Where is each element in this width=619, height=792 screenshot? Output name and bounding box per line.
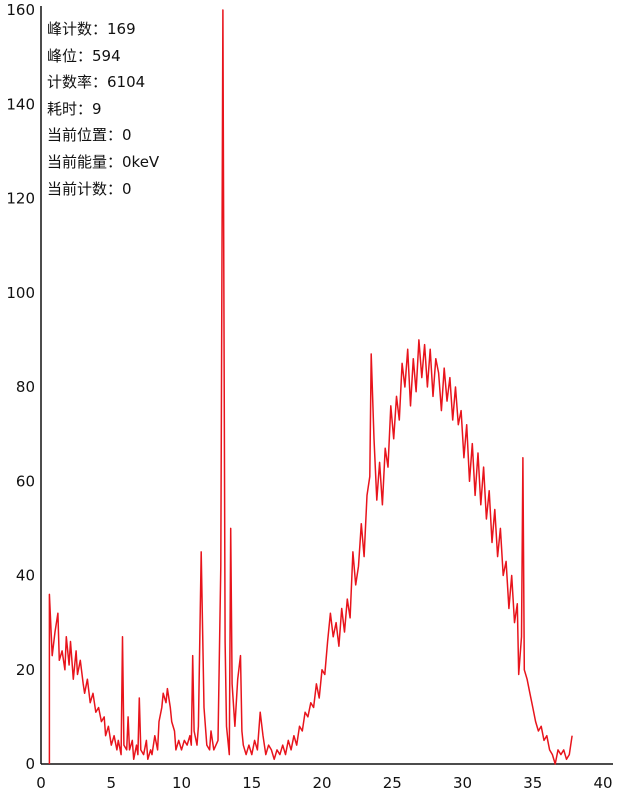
- axes: [40, 6, 613, 765]
- y-tick-label: 40: [16, 567, 35, 585]
- y-tick-label: 0: [25, 755, 35, 773]
- x-tick-label: 40: [593, 774, 612, 792]
- x-tick-label: 15: [242, 774, 261, 792]
- y-tick-label: 160: [6, 1, 35, 19]
- series-layer: [48, 9, 573, 765]
- x-tick-label: 10: [172, 774, 191, 792]
- elapsed-time-text: 耗时：9: [47, 99, 102, 118]
- tick-labels: 0 20 40 60 80 100 120 140 160 0 5 10 15 20 25 30 35 40: [6, 1, 612, 792]
- y-tick-label: 100: [6, 284, 35, 302]
- current-position-text: 当前位置：0: [47, 126, 132, 145]
- x-tick-label: 5: [106, 774, 116, 792]
- peak-count-text: 峰计数：169: [47, 20, 136, 38]
- x-tick-label: 35: [523, 774, 542, 792]
- y-tick-label: 120: [6, 190, 35, 208]
- peak-position-text: 峰位：594: [47, 46, 121, 65]
- current-energy-text: 当前能量：0keV: [47, 152, 160, 171]
- x-tick-label: 0: [36, 774, 46, 792]
- x-tick-label: 30: [453, 774, 472, 792]
- y-tick-label: 140: [6, 95, 35, 113]
- spectrum-series-line: [48, 9, 573, 765]
- current-count-text: 当前计数：0: [47, 179, 132, 198]
- y-tick-label: 60: [16, 472, 35, 490]
- count-rate-text: 计数率：6104: [47, 73, 146, 92]
- y-tick-label: 20: [16, 661, 35, 679]
- y-tick-label: 80: [16, 378, 35, 396]
- x-tick-label: 20: [312, 774, 331, 792]
- info-panel: 峰计数：169 峰位：594 计数率：6104 耗时：9 当前位置：0 当前能量…: [47, 16, 159, 202]
- x-tick-label: 25: [383, 774, 402, 792]
